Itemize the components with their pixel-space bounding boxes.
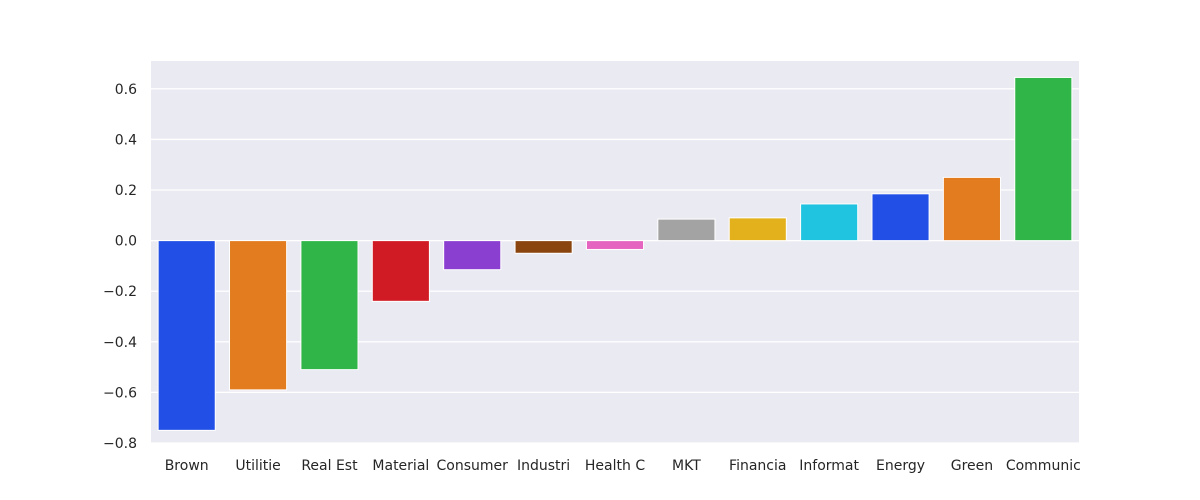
- bar-real-est: [300, 240, 359, 371]
- x-tick-label: Energy: [876, 458, 925, 474]
- x-tick-label: Brown: [165, 458, 209, 474]
- x-axis-ticks: Brown Utilitie Real Est Material Consumer Ind…: [165, 458, 1081, 474]
- y-tick-label: −0.2: [103, 284, 137, 300]
- x-tick-label: Real Est: [301, 458, 358, 474]
- bar-informat: [800, 203, 859, 242]
- bar-energy: [871, 193, 930, 242]
- x-tick-label: Industri: [517, 458, 570, 474]
- bar-utilitie: [229, 240, 288, 391]
- x-tick-label: Material: [372, 458, 429, 474]
- bar-communic: [1014, 76, 1073, 242]
- y-tick-label: −0.6: [103, 385, 137, 401]
- y-tick-label: 0.6: [115, 82, 137, 98]
- bar-green: [942, 176, 1001, 242]
- x-tick-label: Informat: [799, 458, 859, 474]
- y-tick-label: 0.4: [115, 132, 137, 148]
- plot-background: [151, 61, 1079, 443]
- bar-consumer: [443, 240, 502, 271]
- x-tick-label: Consumer: [437, 458, 509, 474]
- bar-material: [371, 240, 430, 302]
- bars: [157, 76, 1073, 431]
- x-tick-label: MKT: [672, 458, 701, 474]
- x-tick-label: Financia: [729, 458, 786, 474]
- y-axis-ticks: 0.6 0.4 0.2 0.0 −0.2 −0.4 −0.6 −0.8: [103, 82, 137, 452]
- bar-industri: [514, 240, 573, 254]
- bar-brown: [157, 240, 216, 431]
- bar-mkt: [657, 218, 716, 242]
- x-tick-label: Health C: [585, 458, 645, 474]
- y-tick-label: −0.4: [103, 335, 137, 351]
- x-tick-label: Communic: [1006, 458, 1081, 474]
- y-tick-label: 0.0: [115, 234, 137, 250]
- x-tick-label: Green: [951, 458, 993, 474]
- y-tick-label: 0.2: [115, 183, 137, 199]
- bar-health-c: [585, 240, 645, 250]
- x-tick-label: Utilitie: [235, 458, 280, 474]
- bar-financia: [728, 217, 787, 242]
- y-tick-label: −0.8: [103, 436, 137, 452]
